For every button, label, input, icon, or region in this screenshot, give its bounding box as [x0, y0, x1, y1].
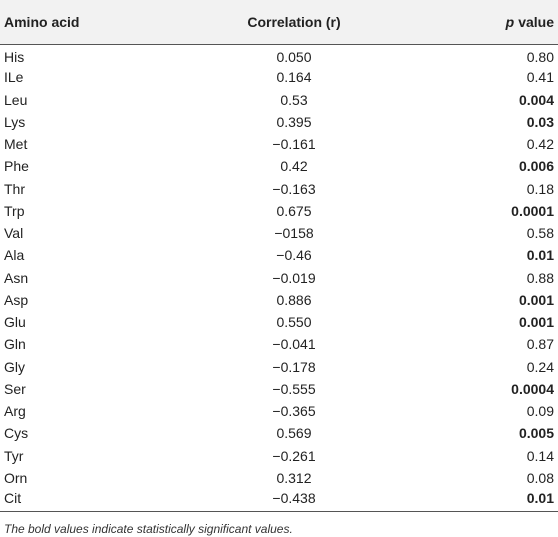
table-row: Tyr −0.261 0.14 — [0, 445, 558, 467]
table-row: Arg −0.365 0.09 — [0, 400, 558, 422]
amino-acid-cell: Lys — [4, 113, 26, 130]
amino-acid-cell: Val — [4, 225, 24, 242]
amino-acid-cell: Cit — [0, 489, 188, 512]
p-value-cell: 0.80 — [526, 49, 554, 66]
amino-acid-cell: Asn — [4, 269, 29, 286]
table-row: Cys 0.569 0.005 — [0, 422, 558, 444]
p-value-cell: 0.01 — [526, 247, 554, 264]
correlation-cell: 0.050 — [276, 49, 312, 66]
header-cell: Amino acid — [0, 0, 188, 45]
correlation-cell: −0.019 — [272, 269, 316, 286]
table-row: Ser −0.555 0.0004 — [0, 378, 558, 400]
p-value-cell: 0.005 — [518, 425, 554, 442]
correlation-cell: 0.164 — [276, 69, 312, 86]
p-value-cell: 0.006 — [518, 158, 554, 175]
table-row: His 0.050 0.80 — [0, 44, 558, 66]
table-row: ILe 0.164 0.41 — [0, 66, 558, 88]
correlation-cell: 0.886 — [276, 291, 312, 308]
header-text: value — [518, 13, 554, 30]
p-value-cell: 0.87 — [526, 336, 554, 353]
table-row: Gly −0.178 0.24 — [0, 356, 558, 378]
p-value-cell: 0.08 — [526, 469, 554, 486]
amino-acid-cell: Cys — [4, 425, 29, 442]
p-value-cell: 0.41 — [526, 69, 554, 86]
amino-acid-cell: Orn — [4, 469, 28, 486]
p-value-cell: 0.0001 — [511, 202, 554, 219]
table-body: His 0.050 0.80 ILe 0.164 0.41 Leu 0.53 0.004 Lys 0… — [0, 44, 558, 512]
amino-acid-cell: Leu — [4, 91, 28, 108]
footnote: The bold values indicate statistically s… — [4, 522, 293, 536]
p-value-cell: 0.001 — [518, 314, 554, 331]
p-value-cell: 0.004 — [518, 91, 554, 108]
amino-acid-cell: Trp — [4, 202, 25, 219]
header-cell: Correlation (r) — [188, 0, 400, 45]
amino-acid-cell: Asp — [4, 291, 29, 308]
p-value-cell: 0.0004 — [511, 380, 554, 397]
correlation-cell: −0.161 — [272, 136, 316, 153]
data-table: Amino acid Correlation (r) p value His 0.0… — [0, 0, 558, 512]
amino-acid-cell: Gly — [4, 358, 25, 375]
table-row: Thr −0.163 0.18 — [0, 178, 558, 200]
table-row: Leu 0.53 0.004 — [0, 89, 558, 111]
amino-acid-cell: Phe — [4, 158, 29, 175]
p-value-cell: 0.88 — [526, 269, 554, 286]
header-italic: p — [505, 13, 515, 30]
table-header: Amino acid Correlation (r) p value — [0, 0, 558, 45]
amino-acid-cell: Thr — [4, 180, 25, 197]
table-row: Asn −0.019 0.88 — [0, 267, 558, 289]
correlation-cell: 0.550 — [276, 314, 312, 331]
amino-acid-cell: Ser — [4, 380, 26, 397]
table-row: Asp 0.886 0.001 — [0, 289, 558, 311]
correlation-cell: −0.041 — [272, 336, 316, 353]
table-row: Phe 0.42 0.006 — [0, 155, 558, 177]
table-row: Gln −0.041 0.87 — [0, 333, 558, 355]
amino-acid-cell: Ala — [4, 247, 25, 264]
amino-acid-cell: Glu — [4, 314, 26, 331]
amino-acid-cell: Gln — [4, 336, 26, 353]
table-row: Orn 0.312 0.08 — [0, 467, 558, 489]
table-row: Cit −0.438 0.01 — [0, 489, 558, 512]
p-value-cell: 0.18 — [526, 180, 554, 197]
amino-acid-cell: Tyr — [4, 447, 24, 464]
correlation-cell: 0.42 — [280, 158, 308, 175]
table-row: Trp 0.675 0.0001 — [0, 200, 558, 222]
amino-acid-cell: ILe — [4, 69, 24, 86]
p-value-cell: 0.24 — [526, 358, 554, 375]
correlation-cell: 0.395 — [276, 113, 312, 130]
table-row: Ala −0.46 0.01 — [0, 244, 558, 266]
p-value-cell: 0.14 — [526, 447, 554, 464]
correlation-cell: 0.675 — [276, 202, 312, 219]
p-value-cell: 0.09 — [526, 403, 554, 420]
header-cell: p value — [400, 0, 558, 45]
header-row: Amino acid Correlation (r) p value — [0, 0, 558, 45]
p-value-cell: 0.001 — [518, 291, 554, 308]
correlation-cell: −0158 — [274, 225, 314, 242]
p-value-cell: 0.58 — [526, 225, 554, 242]
correlation-cell: −0.365 — [272, 403, 316, 420]
correlation-cell: 0.312 — [276, 469, 312, 486]
amino-acid-cell: His — [4, 49, 25, 66]
p-value-cell: 0.03 — [526, 113, 554, 130]
correlation-cell: −0.261 — [272, 447, 316, 464]
table-row: Lys 0.395 0.03 — [0, 111, 558, 133]
amino-acid-cell: Arg — [4, 403, 26, 420]
correlation-cell: 0.53 — [280, 91, 308, 108]
correlation-cell: −0.46 — [276, 247, 312, 264]
amino-acid-cell: Met — [4, 136, 28, 153]
correlation-cell: −0.178 — [272, 358, 316, 375]
table-row: Glu 0.550 0.001 — [0, 311, 558, 333]
p-value-cell: 0.42 — [526, 136, 554, 153]
correlation-cell: 0.569 — [276, 425, 312, 442]
p-value-cell: 0.01 — [400, 489, 558, 512]
correlation-cell: −0.555 — [272, 380, 316, 397]
table-row: Val −0158 0.58 — [0, 222, 558, 244]
table-row: Met −0.161 0.42 — [0, 133, 558, 155]
correlation-cell: −0.163 — [272, 180, 316, 197]
correlation-cell: −0.438 — [188, 489, 400, 512]
